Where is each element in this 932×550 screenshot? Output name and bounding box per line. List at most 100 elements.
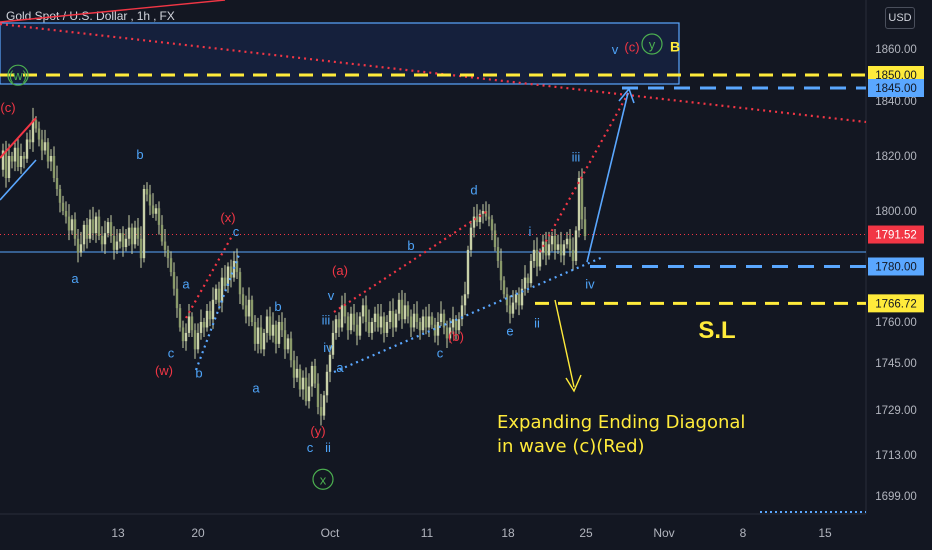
candle-body bbox=[88, 219, 92, 239]
price-tick-label: 1699.00 bbox=[875, 491, 917, 503]
candle-body bbox=[466, 249, 470, 295]
candle-body bbox=[283, 330, 287, 350]
candle-body bbox=[331, 332, 335, 355]
annotation-line-1: Expanding Ending Diagonal bbox=[497, 412, 745, 433]
candle-body bbox=[160, 224, 164, 242]
candle-body bbox=[460, 305, 464, 320]
candle-body bbox=[436, 322, 440, 336]
currency-button[interactable]: USD bbox=[885, 7, 915, 29]
candle-body bbox=[577, 178, 581, 231]
price-tick-label: 1820.00 bbox=[875, 151, 917, 163]
candle-body bbox=[490, 219, 494, 231]
channel-blue-1 bbox=[194, 251, 242, 371]
candle-body bbox=[535, 249, 539, 267]
candle-body bbox=[547, 244, 551, 256]
candle-body bbox=[133, 227, 137, 245]
candle-body bbox=[343, 305, 347, 317]
candle-body bbox=[139, 238, 143, 259]
candle-body bbox=[148, 194, 152, 206]
interval: 1h bbox=[136, 9, 151, 23]
candle-body bbox=[340, 305, 344, 328]
candle-body bbox=[358, 316, 362, 336]
wave-label: (w) bbox=[9, 68, 27, 83]
candle-body bbox=[373, 313, 377, 322]
wave-label: b bbox=[195, 366, 202, 381]
candle-body bbox=[70, 219, 74, 231]
candle-body bbox=[112, 235, 116, 250]
wave-label: (b) bbox=[448, 329, 464, 344]
candle-body bbox=[16, 147, 20, 167]
price-tag-label: 1791.52 bbox=[875, 230, 917, 242]
candle-body bbox=[34, 120, 38, 129]
candle-body bbox=[79, 244, 83, 253]
candle-body bbox=[25, 139, 29, 159]
candle-body bbox=[337, 319, 341, 328]
price-tag-bg bbox=[868, 225, 924, 244]
wave-label: a bbox=[182, 277, 190, 292]
price-tag-bg bbox=[868, 79, 924, 97]
candle-body bbox=[1, 150, 5, 170]
resistance-trendline bbox=[0, 22, 867, 124]
candle-body bbox=[61, 202, 65, 211]
candle-body bbox=[211, 299, 215, 320]
candle-body bbox=[193, 330, 197, 350]
candle-body bbox=[451, 319, 455, 328]
candle-body bbox=[310, 365, 314, 387]
candle-body bbox=[196, 332, 200, 350]
candle-body bbox=[4, 150, 8, 178]
candle-body bbox=[445, 327, 449, 339]
price-tag-label: 1845.00 bbox=[875, 83, 917, 95]
candle-body bbox=[154, 208, 158, 214]
candle-body bbox=[526, 277, 530, 284]
wave-label: ii bbox=[325, 440, 331, 455]
wave-label: b bbox=[407, 238, 414, 253]
candle-body bbox=[571, 249, 575, 261]
candle-body bbox=[67, 216, 71, 231]
candle-body bbox=[286, 338, 290, 350]
wave-label: v bbox=[328, 288, 335, 303]
candle-body bbox=[568, 238, 572, 250]
downside-arrowhead bbox=[565, 374, 582, 393]
wave-label: (x) bbox=[220, 210, 235, 225]
candle-body bbox=[82, 224, 86, 245]
candle-body bbox=[538, 252, 542, 267]
candle-body bbox=[361, 305, 365, 317]
candle-body bbox=[421, 316, 425, 331]
exchange: FX bbox=[159, 9, 175, 23]
candle-body bbox=[379, 316, 383, 328]
candle-body bbox=[256, 327, 260, 344]
time-tick-label: 20 bbox=[191, 526, 205, 540]
time-tick-label: Nov bbox=[653, 526, 674, 540]
candle-body bbox=[574, 230, 578, 261]
price-tag-bg bbox=[868, 294, 924, 313]
candle-body bbox=[175, 288, 179, 309]
candle-body bbox=[277, 322, 281, 344]
wave-circle bbox=[7, 64, 29, 86]
candle-body bbox=[289, 338, 293, 361]
candle-body bbox=[247, 299, 251, 317]
candle-body bbox=[232, 260, 236, 278]
candle-body bbox=[103, 233, 107, 245]
candle-body bbox=[502, 280, 506, 295]
price-tick-label: 1729.00 bbox=[875, 405, 917, 417]
candle-body bbox=[532, 249, 536, 261]
candle-body bbox=[118, 233, 122, 242]
candle-body bbox=[496, 247, 500, 261]
wave-label: c bbox=[307, 440, 314, 455]
candle-body bbox=[385, 322, 389, 333]
candle-body bbox=[136, 227, 140, 239]
wave-label: iv bbox=[323, 340, 333, 355]
candle-body bbox=[202, 322, 206, 328]
wave-label: v bbox=[612, 42, 619, 57]
candle-body bbox=[106, 222, 110, 234]
time-tick-label: 11 bbox=[421, 526, 434, 540]
candle-body bbox=[145, 189, 149, 195]
wave-label: B bbox=[670, 39, 680, 55]
candle-body bbox=[559, 244, 563, 256]
candle-body bbox=[22, 156, 26, 159]
candle-body bbox=[43, 142, 47, 151]
candle-body bbox=[13, 147, 17, 162]
candle-body bbox=[199, 322, 203, 333]
candle-body bbox=[274, 324, 278, 344]
